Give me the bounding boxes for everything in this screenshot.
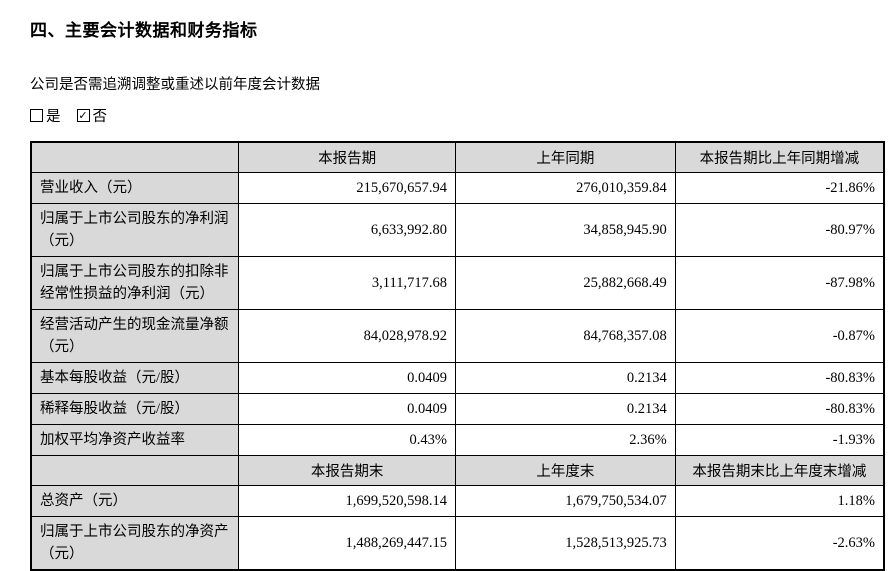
row-label: 营业收入（元）	[30, 172, 240, 204]
row-label: 总资产（元）	[30, 485, 240, 517]
value-prior: 25,882,668.49	[454, 256, 676, 310]
header-current-period-end: 本报告期末	[238, 455, 456, 486]
value-current: 0.43%	[238, 424, 456, 456]
checkbox-unchecked-icon	[30, 109, 43, 122]
value-change: -80.83%	[674, 362, 885, 394]
table-row: 归属于上市公司股东的净资产（元） 1,488,269,447.15 1,528,…	[30, 516, 885, 571]
value-change: -80.97%	[674, 203, 885, 257]
option-no: ✓ 否	[76, 105, 108, 126]
value-current: 84,028,978.92	[238, 309, 456, 363]
value-change: -87.98%	[674, 256, 885, 310]
checkbox-checked-icon: ✓	[76, 109, 90, 122]
row-label: 稀释每股收益（元/股）	[30, 393, 240, 425]
table-row: 加权平均净资产收益率 0.43% 2.36% -1.93%	[30, 424, 885, 456]
header-blank	[30, 141, 240, 173]
financial-indicators-table: 本报告期 上年同期 本报告期比上年同期增减 营业收入（元） 215,670,65…	[30, 141, 885, 571]
value-change: -0.87%	[674, 309, 885, 363]
value-change: -80.83%	[674, 393, 885, 425]
value-current: 0.0409	[238, 393, 456, 425]
header-current-period: 本报告期	[238, 141, 456, 173]
value-prior: 0.2134	[454, 362, 676, 394]
table-header-period: 本报告期 上年同期 本报告期比上年同期增减	[30, 141, 885, 173]
header-blank	[30, 455, 240, 486]
table-row: 营业收入（元） 215,670,657.94 276,010,359.84 -2…	[30, 172, 885, 204]
header-period-end-change: 本报告期末比上年度末增减	[674, 455, 885, 486]
restatement-options: 是 ✓ 否	[30, 105, 881, 126]
row-label: 归属于上市公司股东的净利润（元）	[30, 203, 240, 257]
option-yes: 是	[30, 105, 61, 126]
header-period-change: 本报告期比上年同期增减	[674, 141, 885, 173]
table-row: 经营活动产生的现金流量净额（元） 84,028,978.92 84,768,35…	[30, 309, 885, 363]
table-row: 稀释每股收益（元/股） 0.0409 0.2134 -80.83%	[30, 393, 885, 425]
value-prior: 2.36%	[454, 424, 676, 456]
table-row: 总资产（元） 1,699,520,598.14 1,679,750,534.07…	[30, 485, 885, 517]
value-change: -2.63%	[674, 516, 885, 571]
table-row: 归属于上市公司股东的净利润（元） 6,633,992.80 34,858,945…	[30, 203, 885, 257]
value-current: 1,699,520,598.14	[238, 485, 456, 517]
value-current: 6,633,992.80	[238, 203, 456, 257]
value-current: 215,670,657.94	[238, 172, 456, 204]
page-title: 四、主要会计数据和财务指标	[30, 21, 258, 40]
value-change: 1.18%	[674, 485, 885, 517]
value-prior: 276,010,359.84	[454, 172, 676, 204]
row-label: 归属于上市公司股东的扣除非经常性损益的净利润（元）	[30, 256, 240, 310]
value-current: 1,488,269,447.15	[238, 516, 456, 571]
table-header-period-end: 本报告期末 上年度末 本报告期末比上年度末增减	[30, 455, 885, 486]
header-prior-period: 上年同期	[454, 141, 676, 173]
row-label: 加权平均净资产收益率	[30, 424, 240, 456]
row-label: 归属于上市公司股东的净资产（元）	[30, 516, 240, 571]
value-current: 3,111,717.68	[238, 256, 456, 310]
row-label: 基本每股收益（元/股）	[30, 362, 240, 394]
row-label: 经营活动产生的现金流量净额（元）	[30, 309, 240, 363]
value-change: -1.93%	[674, 424, 885, 456]
value-prior: 34,858,945.90	[454, 203, 676, 257]
value-prior: 84,768,357.08	[454, 309, 676, 363]
option-yes-label: 是	[46, 109, 61, 125]
table-row: 归属于上市公司股东的扣除非经常性损益的净利润（元） 3,111,717.68 2…	[30, 256, 885, 310]
value-prior: 1,528,513,925.73	[454, 516, 676, 571]
value-change: -21.86%	[674, 172, 885, 204]
header-prior-year-end: 上年度末	[454, 455, 676, 486]
table-row: 基本每股收益（元/股） 0.0409 0.2134 -80.83%	[30, 362, 885, 394]
value-current: 0.0409	[238, 362, 456, 394]
restatement-question: 公司是否需追溯调整或重述以前年度会计数据	[30, 77, 320, 93]
value-prior: 0.2134	[454, 393, 676, 425]
option-no-label: 否	[92, 109, 108, 125]
value-prior: 1,679,750,534.07	[454, 485, 676, 517]
